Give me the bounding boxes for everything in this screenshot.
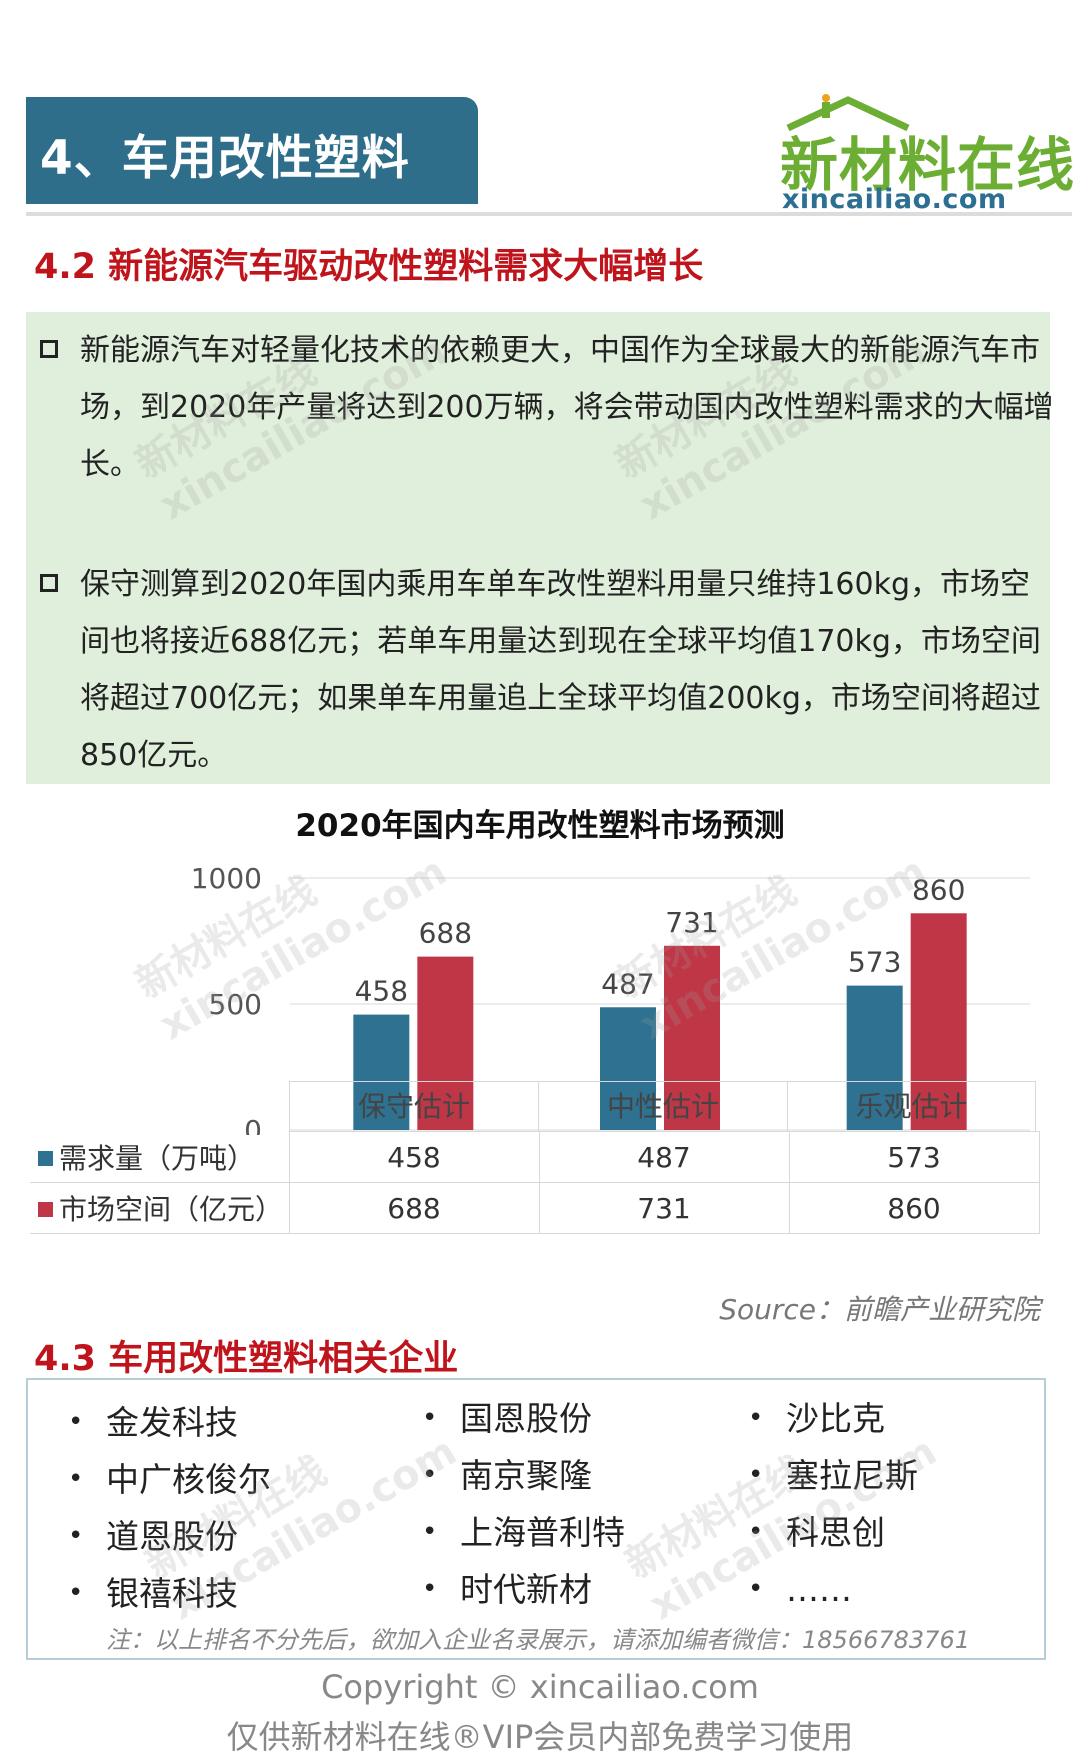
legend-swatch [38,1202,53,1217]
company-column-1: • 金发科技 • 中广核俊尔 • 道恩股份 • 银禧科技 [62,1394,271,1622]
y-tick-label: 1000 [191,862,262,895]
bullet-dot-icon: • [748,1574,764,1604]
brand-logo: 新材料在线 xincailiao.com [780,94,1074,218]
company-item: • 国恩股份 [416,1390,625,1447]
company-item: • 沙比克 [742,1390,918,1447]
bullet-dot-icon: • [422,1403,438,1433]
bullet-dot-icon: • [422,1460,438,1490]
bullet-dot-icon: • [68,1464,84,1494]
company-item: • 上海普利特 [416,1504,625,1561]
bullet-dot-icon: • [422,1574,438,1604]
y-tick-label: 0 [244,1114,262,1135]
company-name: 上海普利特 [460,1513,625,1552]
bar [353,1014,410,1130]
company-column-2: • 国恩股份 • 南京聚隆 • 上海普利特 • 时代新材 [416,1390,625,1618]
company-name: 道恩股份 [106,1517,238,1556]
section-heading-4-2: 4.2 新能源汽车驱动改性塑料需求大幅增长 [34,247,704,287]
bullet-dot-icon: • [422,1517,438,1547]
table-cell: 688 [288,1182,540,1234]
company-name: 银禧科技 [106,1574,238,1613]
table-row: 市场空间（亿元） 688 731 860 [30,1182,1040,1234]
bar [417,956,474,1130]
category-label: 乐观估计 [787,1081,1036,1131]
company-item: • 道恩股份 [62,1508,271,1565]
company-item: • 银禧科技 [62,1565,271,1622]
data-label: 573 [848,946,901,979]
series-name: 市场空间（亿元） [59,1193,284,1226]
company-name: 塞拉尼斯 [786,1456,918,1495]
table-cell: 860 [788,1182,1040,1234]
company-name: 科思创 [786,1513,885,1552]
chart-title: 2020年国内车用改性塑料市场预测 [295,808,785,844]
company-name: …… [786,1570,852,1609]
company-item: • 金发科技 [62,1394,271,1451]
legend-cell-market: 市场空间（亿元） [30,1182,290,1234]
company-item: • …… [742,1561,918,1618]
series-name: 需求量（万吨） [59,1141,256,1175]
table-cell: 573 [788,1131,1040,1183]
data-label: 487 [601,967,654,1000]
company-name: 南京聚隆 [460,1456,592,1495]
title-banner: 4、车用改性塑料 [26,97,478,204]
logo-url: xincailiao.com [782,184,1007,215]
company-list-box: • 金发科技 • 中广核俊尔 • 道恩股份 • 银禧科技 • 国恩股份 • 南京聚隆 • 上海普利特 • 时… [26,1378,1046,1660]
summary-box: 新能源汽车对轻量化技术的依赖更大，中国作为全球最大的新能源汽车市场，到2020年… [26,312,1054,784]
company-item: • 中广核俊尔 [62,1451,271,1508]
header-divider [26,212,1072,216]
legend-swatch [38,1150,53,1166]
house-roof-icon [786,94,910,132]
usage-notice: 仅供新材料在线®VIP会员内部免费学习使用 [226,1718,854,1756]
chart-data-table: 需求量（万吨） 458 487 573 市场空间（亿元） 688 731 860 [30,1131,1040,1234]
company-column-3: • 沙比克 • 塞拉尼斯 • 科思创 • …… [742,1390,918,1618]
bullet-dot-icon: • [68,1521,84,1551]
bullet-dot-icon: • [68,1407,84,1437]
square-bullet-icon [40,574,58,592]
bullet-dot-icon: • [748,1460,764,1490]
company-name: 金发科技 [106,1403,238,1442]
bar [664,945,720,1130]
y-tick-label: 500 [209,988,262,1021]
company-name: 沙比克 [786,1399,885,1438]
table-row: 需求量（万吨） 458 487 573 [30,1131,1040,1183]
bar [600,1007,656,1130]
company-name: 时代新材 [460,1570,592,1609]
category-label: 中性估计 [538,1081,787,1131]
bullet-dot-icon: • [748,1403,764,1433]
company-item: • 时代新材 [416,1561,625,1618]
bullet-dot-icon: • [748,1517,764,1547]
legend-cell-demand: 需求量（万吨） [30,1131,290,1183]
section-heading-4-3: 4.3 车用改性塑料相关企业 [34,1339,459,1379]
company-item: • 南京聚隆 [416,1447,625,1504]
company-name: 国恩股份 [460,1399,592,1438]
square-bullet-icon [40,340,58,358]
table-cell: 487 [538,1131,790,1183]
company-note: 注：以上排名不分先后，欲加入企业名录展示，请添加编者微信：18566783761 [106,1626,970,1654]
bar [910,913,967,1130]
company-item: • 科思创 [742,1504,918,1561]
bullet-text: 保守测算到2020年国内乘用车单车改性塑料用量只维持160kg，市场空间也将接近… [80,567,1041,773]
category-label: 保守估计 [289,1081,538,1131]
bar [846,985,903,1130]
page-title: 4、车用改性塑料 [40,131,410,186]
data-label: 458 [355,975,408,1008]
data-label: 860 [912,873,965,906]
logo-text: 新材料在线 [780,131,1076,199]
bullet-dot-icon: • [68,1578,84,1608]
table-cell: 458 [288,1131,540,1183]
source-note: Source：前瞻产业研究院 [719,1293,1040,1326]
bar-chart: 0 500 1000 458 688 487 731 573 860 [191,862,1030,1135]
copyright-text: Copyright © xincailiao.com [321,1668,759,1706]
company-item: • 塞拉尼斯 [742,1447,918,1504]
data-label: 731 [665,906,718,939]
company-name: 中广核俊尔 [106,1460,271,1499]
table-cell: 731 [538,1182,790,1234]
data-label: 688 [419,917,472,950]
bullet-text: 新能源汽车对轻量化技术的依赖更大，中国作为全球最大的新能源汽车市场，到2020年… [80,333,1054,482]
